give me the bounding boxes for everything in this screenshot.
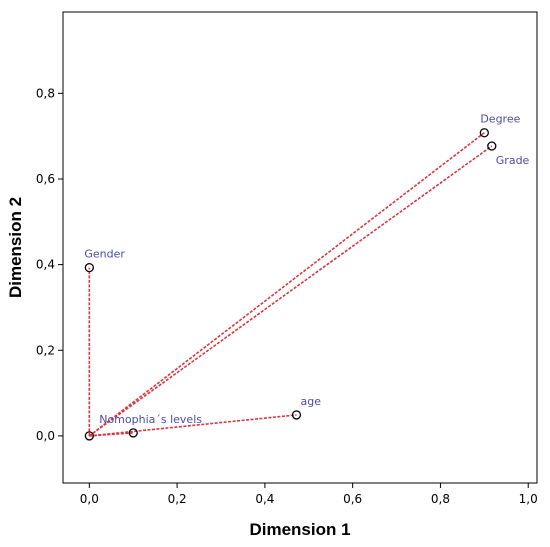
vector-line (88, 145, 493, 437)
x-tick-label: 0,8 (431, 492, 450, 506)
y-axis: 0,0 0,2 0,4 0,6 0,8 (36, 86, 63, 443)
point-label: Gender (84, 248, 125, 261)
y-tick-label: 0,6 (36, 172, 55, 186)
point-markers (84, 128, 497, 441)
point-label: Grade (496, 154, 530, 167)
data-point (487, 141, 497, 151)
data-point (84, 262, 94, 273)
point-label: age (300, 395, 321, 408)
y-tick-label: 0,8 (36, 86, 55, 100)
y-axis-title: Dimension 2 (6, 197, 25, 298)
vector-lines (88, 132, 493, 437)
x-axis: 0,0 0,2 0,4 0,6 0,8 1,0 (80, 483, 538, 506)
point-labels: Gender Nomophia´s levels age Degree Grade (84, 113, 529, 426)
data-point (128, 428, 138, 438)
data-point (479, 128, 489, 138)
x-tick-label: 1,0 (519, 492, 538, 506)
x-tick-label: 0,4 (255, 492, 274, 506)
x-tick-label: 0,6 (343, 492, 362, 506)
vector-line (89, 414, 297, 437)
x-tick-label: 0,2 (168, 492, 187, 506)
plot-area-frame (62, 11, 538, 484)
point-label: Nomophia´s levels (99, 413, 202, 426)
x-axis-title: Dimension 1 (249, 520, 350, 539)
y-tick-label: 0,4 (36, 258, 55, 272)
data-point (291, 410, 302, 420)
point-label: Degree (480, 113, 520, 126)
origin-marker (84, 431, 94, 441)
vector-line (88, 132, 485, 437)
x-tick-label: 0,0 (80, 492, 99, 506)
y-tick-label: 0,2 (36, 343, 55, 357)
y-tick-label: 0,0 (36, 429, 55, 443)
